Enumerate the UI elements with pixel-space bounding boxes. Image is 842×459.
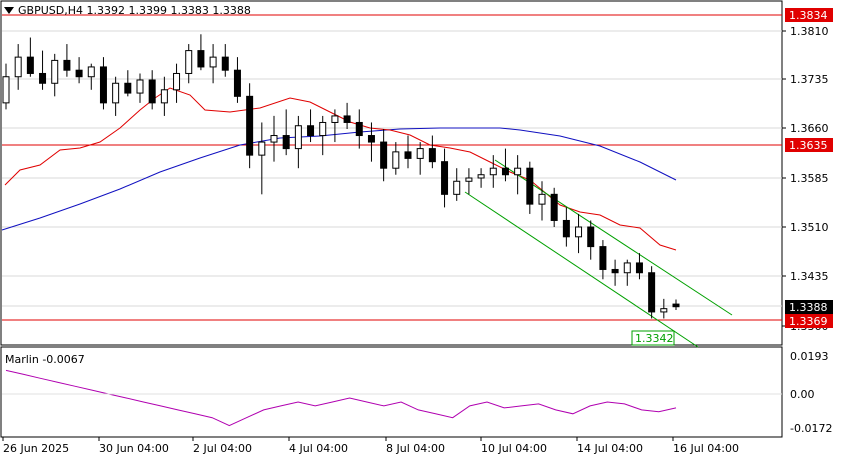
time-label-2: 30 Jun 04:00 <box>99 442 169 455</box>
candle-body <box>538 193 546 205</box>
channel-lower-line[interactable] <box>464 191 699 348</box>
candle-body <box>367 135 375 143</box>
bottom-level-label-box <box>785 314 833 328</box>
candle-body <box>307 125 315 137</box>
main-panel <box>0 0 783 346</box>
candle-body <box>343 115 351 123</box>
candle-body <box>99 66 107 104</box>
price-grid <box>2 30 782 307</box>
candle-body <box>635 262 643 274</box>
symbol-info: GBPUSD,H4 1.3392 1.3399 1.3383 1.3388 <box>18 4 251 17</box>
mid-level-label: 1.3635 <box>789 139 828 152</box>
candlestick-series <box>2 34 680 319</box>
bottom-level-label: 1.3369 <box>789 315 828 328</box>
top-level-label-box <box>785 8 833 22</box>
candle-body <box>587 226 595 248</box>
symbol-header[interactable]: GBPUSD,H4 1.3392 1.3399 1.3383 1.3388 <box>4 4 251 17</box>
candle-body <box>124 82 132 94</box>
candle-body <box>404 151 412 159</box>
candle-body <box>392 151 400 169</box>
candle-body <box>173 72 181 91</box>
time-axis-ticks <box>2 437 674 441</box>
mid-level-label-box <box>785 138 833 152</box>
candle-body <box>148 79 156 104</box>
indicator-tick-zero: 0.00 <box>790 388 815 401</box>
time-label-4: 4 Jul 04:00 <box>289 442 348 455</box>
candle-body <box>75 69 83 78</box>
candle-body <box>623 262 631 274</box>
candle-body <box>26 56 34 74</box>
candle-body <box>246 95 254 156</box>
candle-body <box>428 148 436 163</box>
candle-body <box>258 141 266 156</box>
time-label-6: 10 Jul 04:00 <box>481 442 547 455</box>
candle-body <box>63 59 71 71</box>
candle-body <box>465 177 473 182</box>
current-price-label-box <box>785 300 833 314</box>
candle-body <box>648 272 656 313</box>
candle-body <box>185 50 193 74</box>
candle-body <box>197 50 205 68</box>
price-tick-1: 1.3810 <box>790 25 829 38</box>
candle-body <box>599 246 607 270</box>
candle-body <box>562 219 570 238</box>
target-label: 1.3342 <box>635 332 674 345</box>
channel-upper-line[interactable] <box>494 159 733 316</box>
candle-body <box>526 167 534 205</box>
candle-body <box>39 72 47 84</box>
price-tick-6: 1.3435 <box>790 270 829 283</box>
candle-body <box>112 82 120 104</box>
candle-body <box>477 174 485 179</box>
candle-body <box>453 180 461 195</box>
price-tick-2: 1.3735 <box>790 73 829 86</box>
candle-body <box>575 226 583 238</box>
candle-body <box>331 115 339 123</box>
candle-body <box>672 303 680 308</box>
candle-body <box>270 135 278 143</box>
marlin-indicator-line <box>5 369 677 427</box>
candle-body <box>136 79 144 94</box>
candle-body <box>416 148 424 159</box>
price-tick-4: 1.3585 <box>790 172 829 185</box>
indicator-panel <box>0 346 783 438</box>
candle-body <box>160 89 168 104</box>
candle-body <box>51 59 59 84</box>
time-label-7: 14 Jul 04:00 <box>577 442 643 455</box>
top-level-label: 1.3834 <box>789 9 828 22</box>
price-axis-ticks <box>782 30 786 327</box>
candle-body <box>14 56 22 78</box>
candle-body <box>221 56 229 71</box>
dropdown-triangle-icon[interactable] <box>4 7 14 14</box>
candle-body <box>319 121 327 137</box>
candle-body <box>2 76 10 104</box>
time-label-1: 26 Jun 2025 <box>3 442 69 455</box>
candle-body <box>87 66 95 78</box>
target-label-box <box>631 330 675 346</box>
indicator-title: Marlin -0.0067 <box>5 353 85 366</box>
candle-body <box>550 193 558 221</box>
candle-body <box>355 121 363 137</box>
current-price-label: 1.3388 <box>789 301 828 314</box>
candle-body <box>611 268 619 274</box>
candle-body <box>209 56 217 68</box>
price-tick-3: 1.3660 <box>790 122 829 135</box>
time-label-5: 8 Jul 04:00 <box>386 442 445 455</box>
candle-body <box>441 161 449 195</box>
candle-body <box>233 69 241 97</box>
indicator-tick-bottom: -0.0172 <box>790 422 832 435</box>
indicator-tick-top: 0.0193 <box>790 350 829 363</box>
candle-body <box>282 135 290 150</box>
price-tick-5: 1.3510 <box>790 221 829 234</box>
candle-body <box>294 125 302 150</box>
time-label-8: 16 Jul 04:00 <box>673 442 739 455</box>
candle-body <box>501 167 509 176</box>
candle-body <box>660 308 668 313</box>
candle-body <box>514 167 522 176</box>
time-label-3: 2 Jul 04:00 <box>193 442 252 455</box>
candle-body <box>489 167 497 176</box>
candle-body <box>380 141 388 169</box>
